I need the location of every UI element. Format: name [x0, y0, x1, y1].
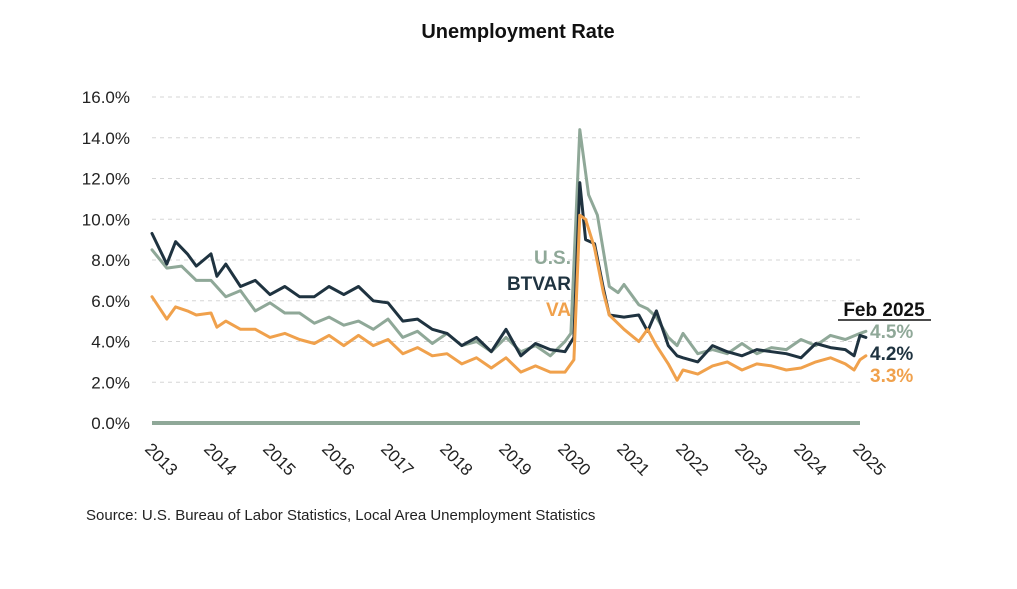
series-line-va [150, 213, 868, 382]
gridlines [152, 96, 860, 383]
y-tick-label: 2.0% [91, 373, 130, 392]
x-tick-label: 2023 [731, 439, 771, 479]
y-tick-label: 4.0% [91, 333, 130, 352]
y-tick-label: 10.0% [82, 210, 130, 229]
x-tick-label: 2015 [259, 439, 299, 479]
y-tick-label: 12.0% [82, 170, 130, 189]
series-end-value: 4.2% [870, 344, 913, 365]
series-end-value: 4.5% [870, 322, 913, 343]
y-tick-label: 16.0% [82, 88, 130, 107]
y-axis-ticks: 0.0% 2.0% 4.0% 6.0% 8.0% 10.0% 12.0% 14.0% 16.0% [82, 88, 130, 433]
x-tick-label: 2024 [790, 439, 830, 479]
x-tick-label: 2025 [849, 439, 889, 479]
chart-title: Unemployment Rate [421, 21, 614, 43]
x-tick-label: 2019 [495, 439, 535, 479]
x-tick-label: 2014 [200, 439, 240, 479]
x-tick-label: 2021 [613, 439, 653, 479]
x-tick-label: 2013 [141, 439, 181, 479]
series-name-label: U.S. [534, 248, 571, 269]
series-name-label: VA [546, 300, 571, 321]
x-tick-label: 2016 [318, 439, 358, 479]
x-axis-ticks: 2013 2014 2015 2016 2017 2018 2019 2020 2021 2022… [141, 439, 889, 479]
series-line-btvar [150, 181, 868, 364]
y-tick-label: 6.0% [91, 292, 130, 311]
series-labels: U.S. 4.5% BTVAR 4.2% VA 3.3% [507, 248, 913, 387]
series-lines [150, 128, 868, 382]
annotation-date: Feb 2025 [843, 300, 925, 321]
x-tick-label: 2017 [377, 439, 417, 479]
y-tick-label: 8.0% [91, 251, 130, 270]
y-tick-label: 0.0% [91, 414, 130, 433]
x-tick-label: 2018 [436, 439, 476, 479]
source-note: Source: U.S. Bureau of Labor Statistics,… [86, 507, 595, 524]
x-tick-label: 2020 [554, 439, 594, 479]
series-name-label: BTVAR [507, 274, 571, 295]
y-tick-label: 14.0% [82, 129, 130, 148]
series-line-us [150, 128, 868, 358]
series-end-value: 3.3% [870, 366, 913, 387]
x-tick-label: 2022 [672, 439, 712, 479]
